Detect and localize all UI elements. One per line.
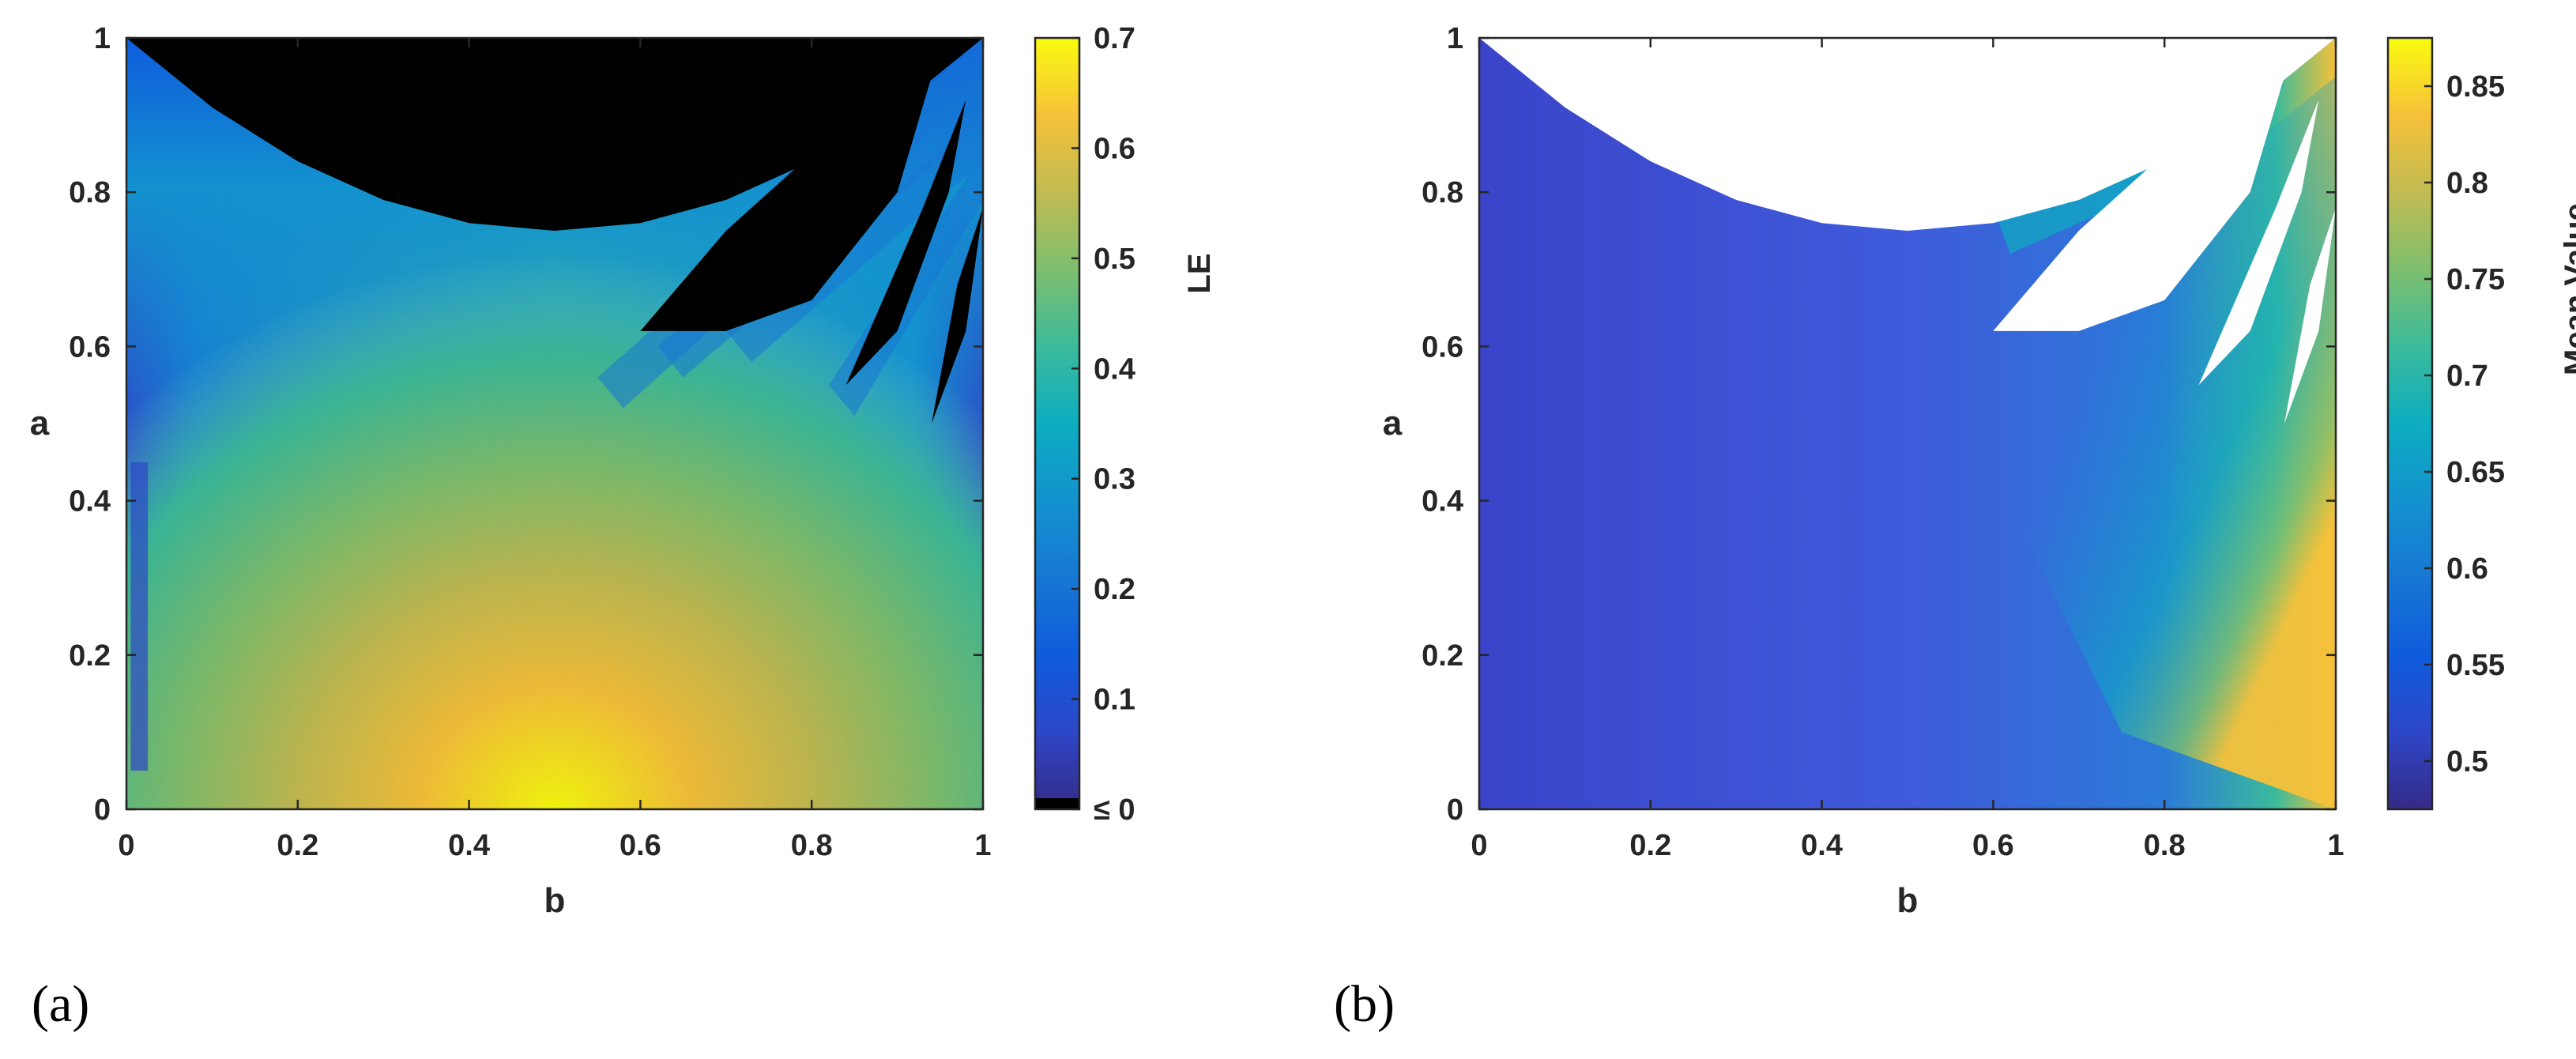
y-tick-label: 0.6	[1422, 330, 1463, 364]
x-tick-label: 0.2	[277, 829, 318, 862]
x-tick-label: 0.4	[448, 829, 490, 862]
y-tick-label: 1	[1447, 22, 1463, 55]
y-tick-label: 0.4	[1422, 485, 1463, 518]
le-left-edge	[130, 462, 149, 771]
masked-lobe	[931, 207, 983, 424]
colorbar-tick-label: 0.8	[2446, 167, 2488, 200]
x-tick-label: 0.6	[1972, 829, 2014, 862]
colorbar-tick-label: 0.7	[1094, 22, 1135, 55]
colorbar-tick-label: 0.5	[1094, 243, 1135, 276]
colorbar-tick-label: 0.4	[1094, 352, 1135, 386]
colorbar-tick-label: 0.2	[1094, 573, 1135, 606]
panel-label: (b)	[1334, 975, 1395, 1033]
y-tick-label: 1	[94, 22, 111, 55]
colorbar-tick-label: 0.65	[2446, 456, 2505, 489]
heatmap-field	[126, 38, 983, 809]
colorbar-tick-label: 0.7	[2446, 360, 2488, 393]
colorbar-tick-label: 0.75	[2446, 263, 2505, 296]
colorbar-tick-label: 0.55	[2446, 649, 2505, 682]
y-tick-label: 0.2	[69, 639, 111, 673]
y-tick-label: 0	[94, 793, 111, 827]
colorbar-tick-label: 0.3	[1094, 463, 1135, 496]
y-tick-label: 0	[1447, 793, 1463, 827]
undefined-region	[1479, 38, 2336, 231]
colorbar-below-range	[1035, 798, 1079, 809]
colorbar-tick-label: 0.5	[2446, 745, 2488, 778]
panel-b: 0 0.2 0.4 0.6 0.8 1 0 0.2 0.4 0.6 0.8 1 b a 0.5 0.55 0.6…	[1334, 22, 2576, 1033]
colorbar-tick-label: 0.1	[1094, 684, 1135, 717]
colorbar-tick-label: ≤ 0	[1094, 793, 1135, 827]
x-tick-label: 0	[1471, 829, 1487, 862]
y-tick-label: 0.2	[1422, 639, 1463, 673]
colorbar-box	[2386, 36, 2434, 811]
colorbar	[1035, 38, 1079, 809]
panel-a: 0 0.2 0.4 0.6 0.8 1 0 0.2 0.4 0.6 0.8 1 b a ≤ 0 0.1 0.2 0…	[30, 22, 1217, 1033]
colorbar	[2388, 38, 2432, 809]
x-tick-label: 0	[118, 829, 134, 862]
y-tick-label: 0.4	[69, 485, 111, 518]
y-tick-label: 0.8	[1422, 176, 1463, 209]
masked-lobe	[2284, 207, 2336, 424]
negative-le-region	[126, 38, 983, 231]
axis-box	[1478, 36, 2337, 811]
y-tick-label: 0.6	[69, 330, 111, 364]
heatmap-field	[1479, 38, 2336, 809]
y-axis-label: a	[30, 404, 50, 443]
colorbar-tick-label: 0.6	[2446, 552, 2488, 586]
colorbar-box	[1034, 36, 1081, 811]
panel-label: (a)	[32, 975, 89, 1033]
colorbar-tick-label: 0.6	[1094, 132, 1135, 165]
y-tick-label: 0.8	[69, 176, 111, 209]
x-tick-label: 0.2	[1629, 829, 1671, 862]
colorbar-label: LE	[1182, 253, 1217, 293]
x-tick-label: 0.4	[1801, 829, 1843, 862]
x-tick-label: 0.8	[791, 829, 833, 862]
x-tick-label: 1	[2327, 829, 2344, 862]
y-axis-label: a	[1383, 404, 1403, 443]
masked-lobe	[640, 76, 932, 331]
x-tick-label: 0.6	[620, 829, 661, 862]
x-tick-label: 1	[974, 829, 991, 862]
x-axis-label: b	[1897, 881, 1919, 920]
colorbar-label: Mean Value	[2559, 203, 2576, 375]
colorbar-tick-label: 0.85	[2446, 70, 2505, 104]
x-tick-label: 0.8	[2144, 829, 2186, 862]
mv-fan-region	[1950, 76, 2336, 809]
x-axis-label: b	[544, 881, 566, 920]
masked-lobe	[1993, 76, 2284, 331]
axis-box	[125, 36, 985, 811]
